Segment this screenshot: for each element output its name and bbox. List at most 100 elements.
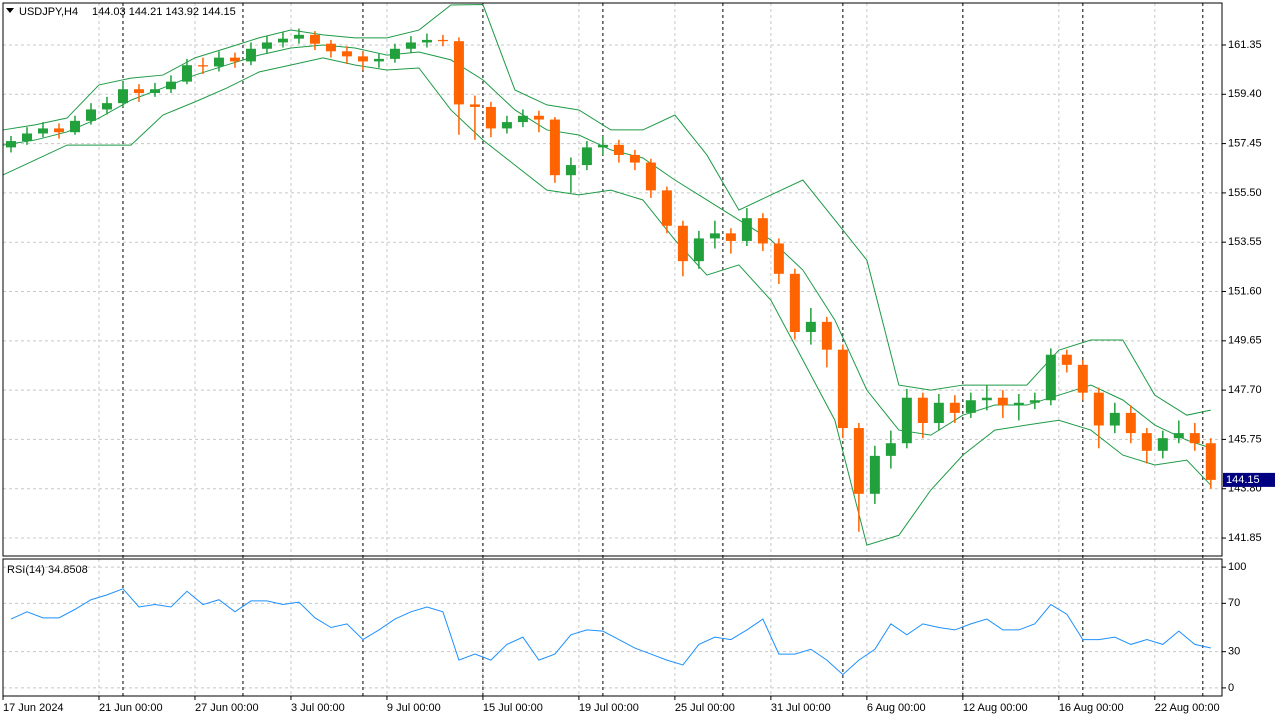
candle-body <box>645 162 656 191</box>
x-tick-label: 12 Aug 00:00 <box>963 702 1028 714</box>
candle-body <box>805 321 816 332</box>
menu-triangle[interactable] <box>6 8 14 13</box>
y-tick-label: 157.45 <box>1228 137 1262 149</box>
candle-body <box>981 397 992 401</box>
x-tick-label: 27 Jun 00:00 <box>195 702 259 714</box>
quote: 144.03 144.21 143.92 144.15 <box>92 6 236 18</box>
candle-body <box>85 109 96 121</box>
candle-body <box>341 51 352 57</box>
symbol-title: USDJPY,H4 <box>19 6 78 18</box>
candle-body <box>277 38 288 43</box>
candle-body <box>405 42 416 49</box>
candle-body <box>933 402 944 423</box>
candle-body <box>101 103 112 110</box>
y-tick-label: 141.85 <box>1228 532 1262 544</box>
candle-body <box>613 144 624 155</box>
rsi-title: RSI(14) 34.8508 <box>7 564 88 576</box>
candle-body <box>133 89 144 94</box>
candle-body <box>1029 400 1040 403</box>
bollinger-upper <box>2 4 1211 416</box>
x-tick-label: 15 Jul 00:00 <box>483 702 543 714</box>
candle-body <box>965 400 976 413</box>
candle-body <box>661 190 672 226</box>
candle-body <box>1157 438 1168 451</box>
candle-body <box>1093 392 1104 426</box>
candle-body <box>213 57 224 67</box>
x-tick-label: 25 Jul 00:00 <box>675 702 735 714</box>
candle-body <box>629 154 640 163</box>
candle-body <box>1141 433 1152 451</box>
candle-body <box>597 144 608 148</box>
candle-body <box>725 233 736 241</box>
candle-body <box>389 48 400 59</box>
candle-body <box>5 141 16 148</box>
candle-body <box>1077 364 1088 393</box>
candle-body <box>245 48 256 62</box>
candle-body <box>293 34 304 39</box>
candle-body <box>53 128 64 133</box>
candle-body <box>549 119 560 176</box>
candle-body <box>309 34 320 44</box>
y-tick-label: 161.35 <box>1228 39 1262 51</box>
candle-body <box>997 397 1008 406</box>
x-tick-label: 19 Jul 00:00 <box>579 702 639 714</box>
last-price-box <box>1223 472 1275 487</box>
candle-body <box>789 273 800 332</box>
candle-body <box>773 243 784 274</box>
price-pane-frame <box>2 2 1223 557</box>
candle-body <box>149 89 160 94</box>
y-tick-label: 70 <box>1228 597 1240 609</box>
candle-body <box>181 65 192 82</box>
y-tick-label: 151.60 <box>1228 285 1262 297</box>
candle-body <box>261 42 272 49</box>
candle-body <box>533 115 544 120</box>
candle-body <box>325 43 336 52</box>
y-tick-label: 159.40 <box>1228 88 1262 100</box>
y-tick-label: 155.50 <box>1228 187 1262 199</box>
x-tick-label: 9 Jul 00:00 <box>387 702 441 714</box>
candle-body <box>949 402 960 413</box>
candle-body <box>821 321 832 350</box>
x-tick-label: 16 Aug 00:00 <box>1059 702 1124 714</box>
bollinger-lower <box>2 57 1212 546</box>
candle-body <box>165 81 176 90</box>
candle-body <box>357 56 368 62</box>
x-tick-label: 3 Jul 00:00 <box>291 702 345 714</box>
x-tick-label: 6 Aug 00:00 <box>867 702 926 714</box>
candle-body <box>229 57 240 62</box>
candle-body <box>853 428 864 494</box>
candle-body <box>1205 443 1216 480</box>
candle-body <box>421 39 432 43</box>
candle-body <box>517 115 528 123</box>
candle-body <box>917 397 928 423</box>
candle-body <box>1109 412 1120 426</box>
candle-body <box>21 133 32 142</box>
y-tick-label: 153.55 <box>1228 236 1262 248</box>
x-tick-label: 21 Jun 00:00 <box>99 702 163 714</box>
candle-body <box>837 349 848 429</box>
candle-body <box>501 122 512 129</box>
candle-body <box>1045 354 1056 401</box>
candle-body <box>901 397 912 444</box>
candle-body <box>1189 433 1200 444</box>
candle-body <box>117 89 128 104</box>
candle-body <box>69 120 80 133</box>
candle-body <box>373 58 384 62</box>
candle-body <box>469 104 480 107</box>
candle-body <box>741 218 752 241</box>
y-tick-label: 30 <box>1228 646 1240 658</box>
candle-body <box>1125 412 1136 434</box>
candle-body <box>885 443 896 456</box>
candle-body <box>677 225 688 262</box>
candle-body <box>693 238 704 262</box>
candle-body <box>485 106 496 129</box>
y-tick-label: 149.65 <box>1228 335 1262 347</box>
candle-body <box>869 455 880 494</box>
candle-body <box>1013 402 1024 406</box>
x-tick-label: 31 Jul 00:00 <box>771 702 831 714</box>
candle-body <box>581 147 592 166</box>
y-tick-label: 0 <box>1228 682 1234 694</box>
